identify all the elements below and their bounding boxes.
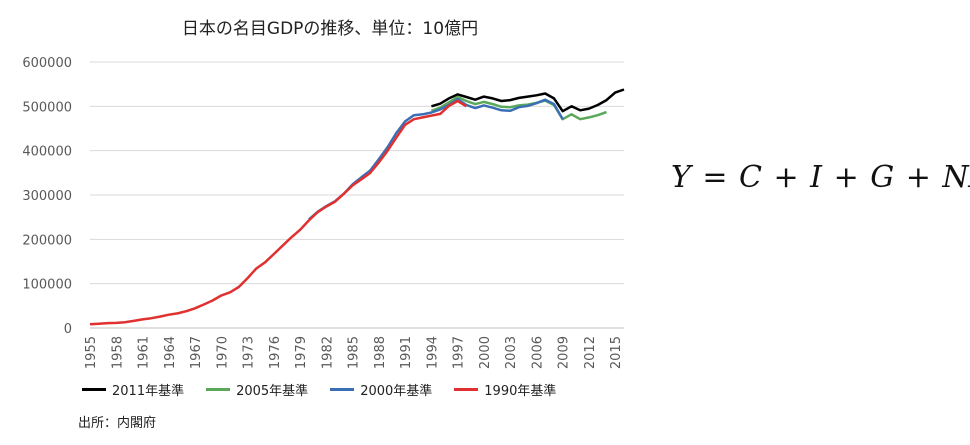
x-tick-label: 1967 — [189, 336, 204, 369]
x-tick-label: 1979 — [294, 336, 309, 369]
legend-label: 2005年基準 — [236, 384, 309, 399]
y-tick-label: 300000 — [22, 189, 72, 204]
x-tick-label: 1970 — [215, 336, 230, 369]
x-tick-label: 1982 — [320, 336, 335, 369]
x-axis-tick-labels: 1955 1958 1961 1964 1967 1970 1973 1976 1979 1982… — [84, 336, 624, 369]
legend-label: 1990年基準 — [484, 384, 557, 399]
legend-swatch — [82, 388, 106, 391]
x-tick-label: 2000 — [478, 336, 493, 369]
series-line-2 — [308, 97, 564, 221]
legend-item: 1990年基準 — [454, 380, 556, 399]
x-tick-label: 1988 — [373, 336, 388, 369]
x-tick-label: 2006 — [530, 336, 545, 369]
gdp-equation: Y = C + I + G + NX — [671, 160, 970, 195]
x-tick-label: 1994 — [425, 336, 440, 369]
chart-plot: 0 100000 200000 300000 400000 500000 600000 19… — [22, 56, 625, 369]
x-tick-label: 1976 — [268, 336, 283, 369]
x-tick-label: 1973 — [242, 336, 257, 369]
x-tick-label: 2015 — [609, 336, 624, 369]
y-axis-tick-labels: 0 100000 200000 300000 400000 500000 600000 — [22, 56, 72, 337]
legend-item: 2005年基準 — [206, 380, 308, 399]
y-tick-label: 100000 — [22, 278, 72, 293]
legend-swatch — [206, 388, 231, 391]
series-line-3 — [89, 99, 468, 326]
legend-item: 2000年基準 — [330, 380, 432, 399]
series-line-1 — [430, 95, 607, 121]
y-tick-label: 0 — [64, 322, 72, 337]
y-tick-label: 600000 — [22, 56, 72, 71]
x-tick-label: 2009 — [557, 336, 572, 369]
series-line-0 — [431, 88, 625, 113]
chart-legend: 2011年基準 2005年基準 2000年基準 1990年基準 — [82, 380, 556, 399]
y-tick-label: 200000 — [22, 233, 72, 248]
x-tick-label: 1958 — [110, 336, 125, 369]
x-tick-label: 1961 — [137, 336, 152, 369]
x-tick-label: 2012 — [583, 336, 598, 369]
legend-label: 2011年基準 — [112, 384, 185, 399]
chart-title: 日本の名目GDPの推移、単位：10億円 — [181, 19, 479, 39]
legend-swatch — [330, 388, 355, 391]
x-tick-label: 2003 — [504, 336, 519, 369]
series-lines — [89, 88, 625, 326]
grid-lines — [90, 61, 624, 285]
source-note: 出所：内閣府 — [78, 416, 157, 431]
legend-label: 2000年基準 — [360, 384, 433, 399]
x-tick-label: 1985 — [347, 336, 362, 369]
y-tick-label: 500000 — [22, 100, 72, 115]
legend-item: 2011年基準 — [82, 380, 184, 399]
x-tick-label: 1964 — [163, 336, 178, 369]
legend-swatch — [454, 388, 479, 391]
x-tick-label: 1991 — [399, 336, 414, 369]
x-tick-label: 1955 — [84, 336, 99, 369]
y-tick-label: 400000 — [22, 145, 72, 160]
x-tick-label: 1997 — [452, 336, 467, 369]
